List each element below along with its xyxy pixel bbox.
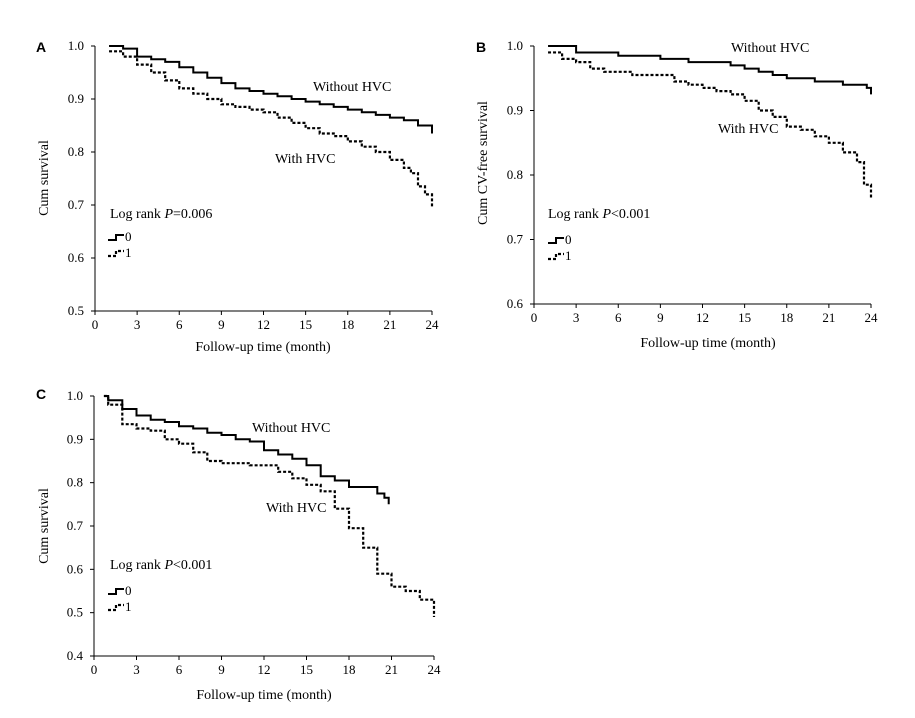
panel-letter: A: [36, 39, 46, 55]
y-tick-label: 1.0: [68, 38, 84, 53]
legend-swatch-0: [548, 237, 564, 244]
x-axis-title: Follow-up time (month): [195, 340, 331, 355]
legend-swatch-1: [108, 603, 124, 612]
legend-label-1: 1: [565, 248, 572, 263]
panel-letter: C: [36, 386, 46, 402]
y-axis-title: Cum survival: [37, 488, 52, 564]
y-axis-title: Cum survival: [37, 140, 52, 216]
y-tick-label: 0.6: [67, 561, 84, 576]
y-tick-label: 0.8: [68, 144, 84, 159]
panel-letter: B: [476, 39, 486, 55]
series-with-hvc: [548, 51, 873, 198]
series-with-hvc: [109, 50, 434, 208]
y-tick-label: 0.4: [67, 648, 84, 663]
x-tick-label: 24: [428, 662, 442, 677]
series-without-hvc: [548, 45, 872, 95]
x-tick-label: 12: [696, 310, 709, 325]
y-tick-label: 0.9: [68, 91, 84, 106]
legend-swatch-1: [548, 252, 564, 261]
x-tick-label: 6: [176, 662, 183, 677]
legend-label-0: 0: [125, 229, 132, 244]
label-without-hvc: Without HVC: [731, 41, 809, 56]
x-tick-label: 21: [383, 317, 396, 332]
x-tick-label: 0: [91, 662, 98, 677]
y-tick-label: 1.0: [507, 38, 523, 53]
log-rank-text: Log rank P<0.001: [110, 558, 212, 573]
y-tick-label: 0.6: [68, 250, 85, 265]
x-tick-label: 3: [133, 662, 140, 677]
y-tick-label: 0.6: [507, 296, 524, 311]
x-tick-label: 0: [92, 317, 99, 332]
x-tick-label: 6: [176, 317, 183, 332]
legend-swatch-1: [108, 249, 124, 258]
legend-swatch-0: [108, 234, 124, 241]
x-tick-label: 21: [385, 662, 398, 677]
x-tick-label: 15: [300, 662, 313, 677]
y-tick-label: 0.8: [67, 475, 83, 490]
y-axis-title: Cum CV-free survival: [476, 101, 491, 225]
x-tick-label: 15: [299, 317, 312, 332]
y-tick-label: 0.7: [68, 197, 85, 212]
series-with-hvc: [103, 394, 436, 617]
log-rank-text: Log rank P=0.006: [110, 207, 212, 222]
y-tick-label: 0.9: [507, 103, 523, 118]
series-without-hvc: [109, 45, 433, 134]
label-without-hvc: Without HVC: [252, 421, 330, 436]
x-tick-label: 12: [257, 317, 270, 332]
log-rank-text: Log rank P<0.001: [548, 207, 650, 222]
label-with-hvc: With HVC: [266, 501, 327, 516]
y-tick-label: 0.7: [67, 518, 84, 533]
series-without-hvc: [103, 395, 390, 505]
panel-c: C 0 3 6 9 12 15 18 21 24 0.4 0.5 0.6 0.7 0.8 0.9 1.0 Foll…: [36, 386, 441, 703]
x-tick-label: 18: [343, 662, 356, 677]
x-tick-label: 6: [615, 310, 622, 325]
y-tick-label: 0.9: [67, 431, 83, 446]
panel-b: B 0 3 6 9 12 15 18 21 24 0.6 0.7 0.8 0.9 1.0 Follow-up …: [476, 38, 878, 351]
panel-a: A 0 3 6 9 12 15 18 21 24 0.5 0.6 0.7 0.8 0.9 1.0 Follow-…: [36, 38, 439, 355]
legend-label-0: 0: [125, 583, 132, 598]
x-tick-label: 15: [738, 310, 751, 325]
x-tick-label: 24: [426, 317, 440, 332]
x-axis-title: Follow-up time (month): [640, 336, 776, 351]
x-tick-label: 12: [258, 662, 271, 677]
x-tick-label: 24: [865, 310, 879, 325]
legend-label-1: 1: [125, 245, 132, 260]
legend-label-1: 1: [125, 599, 132, 614]
label-with-hvc: With HVC: [718, 122, 779, 137]
legend-swatch-0: [108, 588, 124, 595]
x-tick-label: 21: [822, 310, 835, 325]
y-tick-label: 0.7: [507, 232, 524, 247]
label-without-hvc: Without HVC: [313, 80, 391, 95]
label-with-hvc: With HVC: [275, 152, 336, 167]
y-tick-label: 0.5: [67, 605, 83, 620]
x-tick-label: 3: [134, 317, 141, 332]
y-tick-label: 1.0: [67, 388, 83, 403]
x-tick-label: 9: [218, 662, 225, 677]
x-tick-label: 0: [531, 310, 538, 325]
x-axis-title: Follow-up time (month): [196, 688, 332, 703]
y-tick-label: 0.8: [507, 167, 523, 182]
legend-label-0: 0: [565, 232, 572, 247]
x-tick-label: 9: [657, 310, 664, 325]
x-tick-label: 18: [341, 317, 354, 332]
y-tick-label: 0.5: [68, 303, 84, 318]
x-tick-label: 18: [780, 310, 793, 325]
x-tick-label: 9: [218, 317, 225, 332]
x-tick-label: 3: [573, 310, 580, 325]
